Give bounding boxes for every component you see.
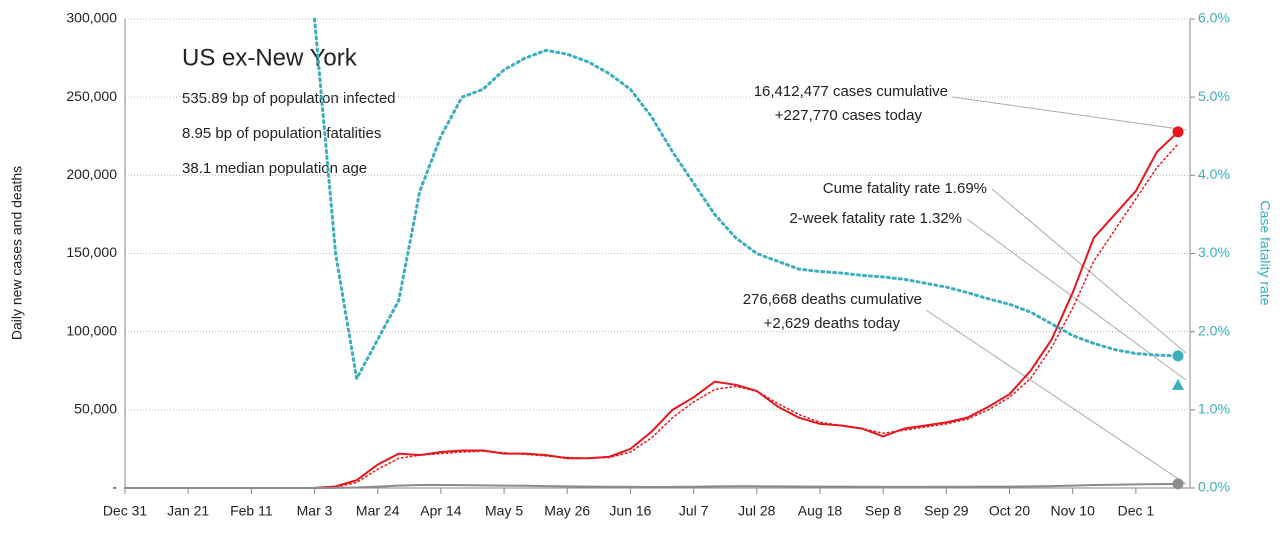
y-tick-label: 300,000 bbox=[66, 10, 117, 26]
y2-tick-label: 5.0% bbox=[1198, 88, 1230, 104]
y2-tick-label: 6.0% bbox=[1198, 10, 1230, 26]
end-marker bbox=[1172, 126, 1184, 138]
y-axis-label: Daily new cases and deaths bbox=[9, 166, 25, 340]
x-tick-label: Dec 1 bbox=[1118, 503, 1155, 519]
x-tick-label: Sep 8 bbox=[865, 503, 902, 519]
end-marker bbox=[1172, 350, 1184, 362]
x-tick-label: Mar 24 bbox=[356, 503, 400, 519]
callout: Cume fatality rate 1.69% bbox=[823, 180, 987, 197]
series-line bbox=[124, 143, 1179, 489]
x-tick-label: Jul 28 bbox=[738, 503, 776, 519]
x-tick-label: Feb 11 bbox=[230, 503, 273, 519]
y-tick-label: 200,000 bbox=[66, 166, 117, 182]
x-tick-label: Dec 31 bbox=[103, 503, 148, 519]
y-tick-label: 100,000 bbox=[66, 322, 117, 338]
series-line bbox=[125, 482, 1179, 489]
series-line bbox=[313, 17, 1180, 384]
end-marker bbox=[1172, 478, 1184, 490]
callout: 276,668 deaths cumulative bbox=[743, 291, 922, 308]
x-tick-label: Oct 20 bbox=[989, 503, 1030, 519]
callout: +227,770 cases today bbox=[775, 107, 923, 124]
subtitle: 8.95 bp of population fatalities bbox=[182, 125, 381, 142]
x-tick-label: Nov 10 bbox=[1051, 503, 1096, 519]
callout: 2-week fatality rate 1.32% bbox=[789, 210, 962, 227]
y2-tick-label: 1.0% bbox=[1198, 401, 1230, 417]
x-tick-label: Sep 29 bbox=[924, 503, 969, 519]
y2-tick-label: 4.0% bbox=[1198, 166, 1230, 182]
y2-tick-label: 0.0% bbox=[1198, 479, 1230, 495]
callout: +2,629 deaths today bbox=[764, 315, 901, 332]
subtitle: 535.89 bp of population infected bbox=[182, 90, 396, 107]
x-tick-label: Jun 16 bbox=[609, 503, 651, 519]
y-tick-label: 250,000 bbox=[66, 88, 117, 104]
x-tick-label: Mar 3 bbox=[297, 503, 333, 519]
series-line bbox=[125, 131, 1179, 489]
x-tick-label: May 26 bbox=[544, 503, 590, 519]
chart-title: US ex-New York bbox=[182, 44, 358, 71]
callout: 16,412,477 cases cumulative bbox=[754, 83, 948, 100]
y-tick-label: 150,000 bbox=[66, 244, 117, 260]
x-tick-label: May 5 bbox=[485, 503, 523, 519]
x-tick-label: Aug 18 bbox=[798, 503, 843, 519]
y2-tick-label: 2.0% bbox=[1198, 322, 1230, 338]
y-tick-label: - bbox=[112, 479, 117, 495]
x-tick-label: Jan 21 bbox=[167, 503, 209, 519]
y2-axis-label: Case fatality rate bbox=[1257, 200, 1273, 305]
y-tick-label: 50,000 bbox=[74, 401, 117, 417]
subtitle: 38.1 median population age bbox=[182, 160, 367, 177]
two-week-rate-marker bbox=[1172, 378, 1184, 390]
x-tick-label: Apr 14 bbox=[420, 503, 461, 519]
x-tick-label: Jul 7 bbox=[679, 503, 709, 519]
y2-tick-label: 3.0% bbox=[1198, 244, 1230, 260]
